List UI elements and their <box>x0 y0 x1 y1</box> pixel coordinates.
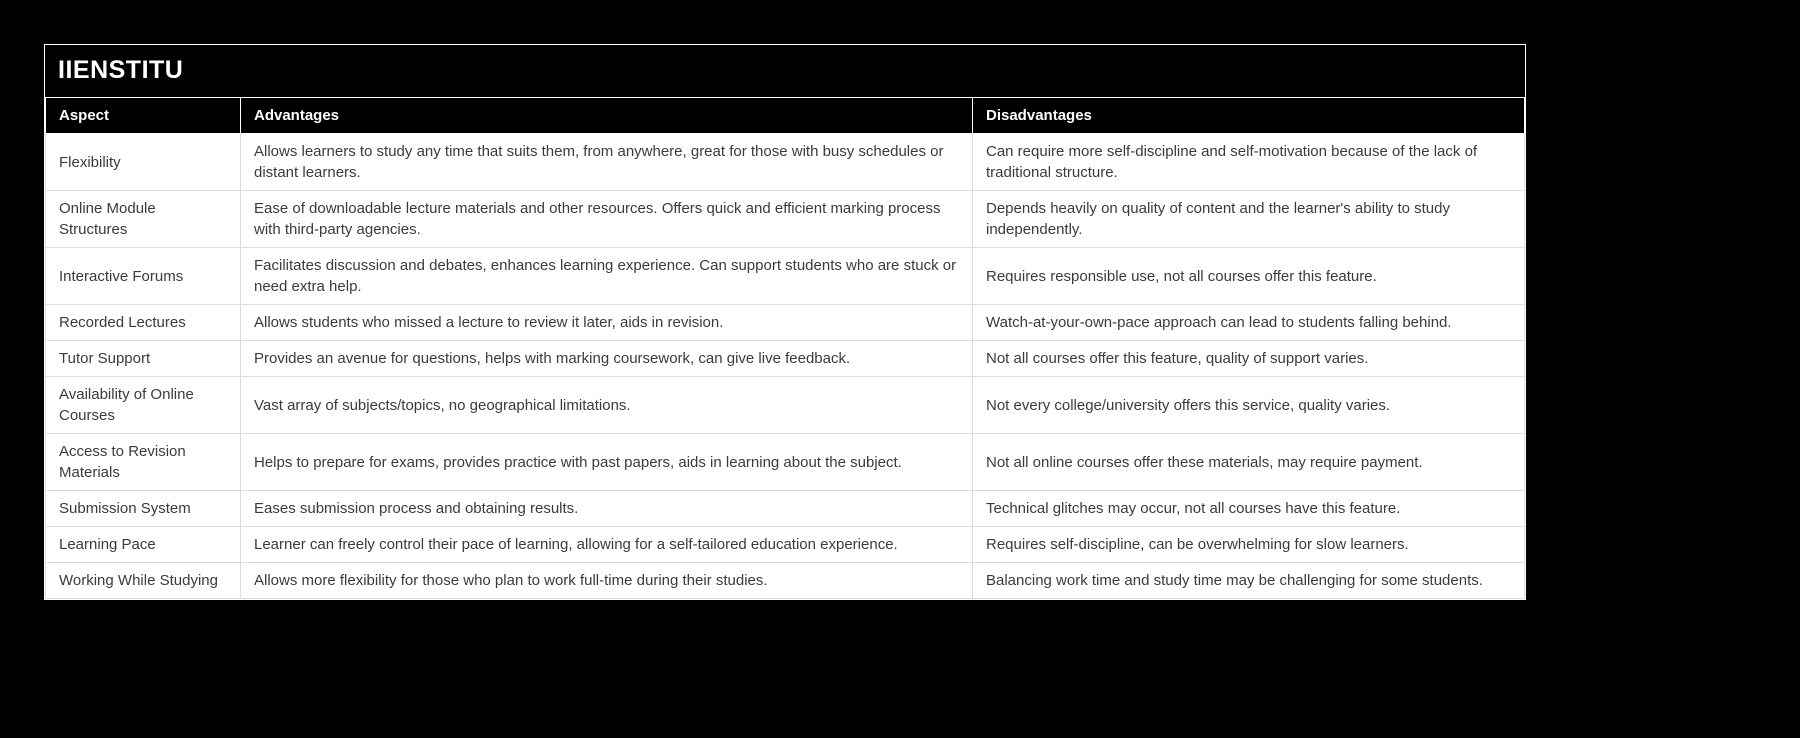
cell-advantages: Allows more flexibility for those who pl… <box>240 562 973 599</box>
cell-aspect: Working While Studying <box>45 562 241 599</box>
table-row: Working While Studying Allows more flexib… <box>45 562 1525 599</box>
cell-aspect: Recorded Lectures <box>45 304 241 341</box>
table-row: Interactive Forums Facilitates discussion… <box>45 247 1525 305</box>
table-row: Learning Pace Learner can freely control … <box>45 526 1525 563</box>
cell-aspect: Interactive Forums <box>45 247 241 305</box>
cell-disadvantages: Requires self-discipline, can be overwhe… <box>972 526 1525 563</box>
cell-advantages: Eases submission process and obtaining r… <box>240 490 973 527</box>
cell-advantages: Ease of downloadable lecture materials a… <box>240 190 973 248</box>
table-row: Flexibility Allows learners to study any … <box>45 133 1525 191</box>
table-row: Recorded Lectures Allows students who mis… <box>45 304 1525 341</box>
table-row: Online Module Structures Ease of download… <box>45 190 1525 248</box>
page-title: IIENSTITU <box>45 45 1525 97</box>
cell-aspect: Flexibility <box>45 133 241 191</box>
cell-disadvantages: Not every college/university offers this… <box>972 376 1525 434</box>
cell-aspect: Access to Revision Materials <box>45 433 241 491</box>
table-body: Flexibility Allows learners to study any … <box>45 133 1525 599</box>
cell-disadvantages: Not all courses offer this feature, qual… <box>972 340 1525 377</box>
cell-disadvantages: Can require more self-discipline and sel… <box>972 133 1525 191</box>
cell-disadvantages: Depends heavily on quality of content an… <box>972 190 1525 248</box>
cell-advantages: Allows learners to study any time that s… <box>240 133 973 191</box>
cell-advantages: Provides an avenue for questions, helps … <box>240 340 973 377</box>
table-header: Aspect Advantages Disadvantages <box>45 97 1525 134</box>
comparison-panel: IIENSTITU Aspect Advantages Disadvantage… <box>44 44 1526 600</box>
comparison-table: Aspect Advantages Disadvantages Flexibil… <box>45 97 1525 599</box>
cell-aspect: Learning Pace <box>45 526 241 563</box>
table-row: Tutor Support Provides an avenue for ques… <box>45 340 1525 377</box>
column-header-disadvantages: Disadvantages <box>972 97 1525 134</box>
cell-disadvantages: Not all online courses offer these mater… <box>972 433 1525 491</box>
table-row: Availability of Online Courses Vast array… <box>45 376 1525 434</box>
cell-aspect: Availability of Online Courses <box>45 376 241 434</box>
cell-disadvantages: Balancing work time and study time may b… <box>972 562 1525 599</box>
cell-advantages: Helps to prepare for exams, provides pra… <box>240 433 973 491</box>
cell-advantages: Facilitates discussion and debates, enha… <box>240 247 973 305</box>
cell-aspect: Online Module Structures <box>45 190 241 248</box>
table-row: Submission System Eases submission proces… <box>45 490 1525 527</box>
cell-disadvantages: Requires responsible use, not all course… <box>972 247 1525 305</box>
cell-advantages: Allows students who missed a lecture to … <box>240 304 973 341</box>
cell-disadvantages: Watch-at-your-own-pace approach can lead… <box>972 304 1525 341</box>
table-row: Access to Revision Materials Helps to pre… <box>45 433 1525 491</box>
cell-advantages: Learner can freely control their pace of… <box>240 526 973 563</box>
cell-disadvantages: Technical glitches may occur, not all co… <box>972 490 1525 527</box>
cell-aspect: Tutor Support <box>45 340 241 377</box>
column-header-advantages: Advantages <box>240 97 973 134</box>
column-header-aspect: Aspect <box>45 97 241 134</box>
cell-aspect: Submission System <box>45 490 241 527</box>
cell-advantages: Vast array of subjects/topics, no geogra… <box>240 376 973 434</box>
